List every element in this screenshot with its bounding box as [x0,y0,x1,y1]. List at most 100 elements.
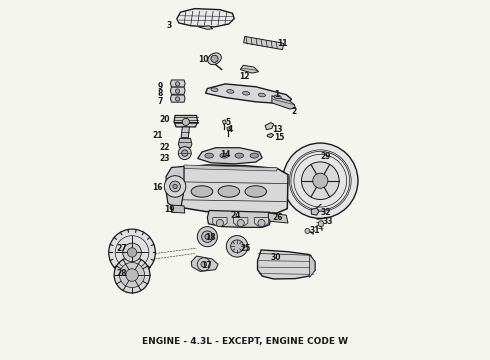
Circle shape [205,234,210,239]
Text: 22: 22 [159,143,170,152]
Polygon shape [191,256,218,271]
Text: 19: 19 [165,205,175,214]
Text: 3: 3 [166,21,172,30]
Text: 18: 18 [205,233,216,242]
Ellipse shape [218,186,240,197]
Polygon shape [240,65,259,73]
Text: ENGINE - 4.3L - EXCEPT, ENGINE CODE W: ENGINE - 4.3L - EXCEPT, ENGINE CODE W [142,337,348,346]
Polygon shape [171,95,185,102]
Polygon shape [166,166,184,208]
Ellipse shape [191,186,213,197]
Text: 27: 27 [116,244,126,253]
Polygon shape [310,255,315,278]
Circle shape [226,235,248,257]
Circle shape [305,228,310,233]
Text: 33: 33 [322,217,333,226]
Polygon shape [265,123,274,130]
Polygon shape [174,116,197,127]
Text: 16: 16 [152,183,163,192]
Text: 1: 1 [274,90,279,99]
Polygon shape [198,26,213,30]
Polygon shape [171,87,185,94]
Text: 26: 26 [272,213,282,222]
Circle shape [122,243,141,262]
Ellipse shape [227,90,234,93]
Circle shape [231,240,244,253]
Circle shape [181,150,188,156]
Circle shape [313,173,328,188]
Polygon shape [205,84,292,104]
Polygon shape [176,165,288,213]
Text: 29: 29 [320,152,331,161]
Ellipse shape [250,153,259,158]
Ellipse shape [220,153,228,158]
Circle shape [301,162,339,199]
Text: 7: 7 [157,97,163,106]
Text: 28: 28 [116,269,126,278]
Circle shape [283,143,358,219]
Circle shape [175,89,180,93]
Polygon shape [181,127,190,138]
Circle shape [173,184,177,189]
Text: 24: 24 [231,211,241,220]
Polygon shape [213,218,227,226]
Polygon shape [267,134,274,138]
Polygon shape [178,138,192,148]
Polygon shape [171,80,185,87]
Polygon shape [234,218,248,226]
Text: 23: 23 [159,154,170,163]
Text: 30: 30 [270,253,281,262]
Polygon shape [183,165,277,171]
Polygon shape [227,127,231,131]
Circle shape [175,97,180,101]
Circle shape [109,229,155,276]
Polygon shape [269,213,288,223]
Ellipse shape [208,53,221,65]
Ellipse shape [205,153,214,158]
Circle shape [114,257,150,293]
Polygon shape [311,208,319,215]
Circle shape [216,220,223,226]
Polygon shape [197,148,262,164]
Ellipse shape [211,88,218,91]
Text: 21: 21 [152,131,163,140]
Text: 9: 9 [157,82,163,91]
Ellipse shape [274,95,281,99]
Ellipse shape [245,186,267,197]
Text: 14: 14 [220,150,230,159]
Text: 25: 25 [241,244,251,253]
Polygon shape [258,250,315,279]
Circle shape [197,226,218,247]
Circle shape [201,261,207,267]
Polygon shape [272,96,295,109]
Text: 4: 4 [228,125,233,134]
Text: 15: 15 [274,133,284,142]
Polygon shape [222,120,226,125]
Polygon shape [207,211,271,227]
Text: 13: 13 [272,125,282,134]
Bar [244,36,284,50]
Circle shape [164,176,186,197]
Circle shape [197,258,210,271]
Circle shape [211,55,218,62]
Ellipse shape [258,93,266,97]
Polygon shape [172,205,185,213]
Circle shape [178,147,191,159]
Circle shape [258,220,265,226]
Text: 5: 5 [225,118,230,127]
Circle shape [201,231,213,242]
Circle shape [318,221,324,226]
Text: 2: 2 [292,107,297,116]
Circle shape [170,181,180,192]
Text: 12: 12 [240,72,250,81]
Circle shape [182,118,190,126]
Circle shape [175,82,180,86]
Text: 20: 20 [159,114,170,123]
Text: 32: 32 [320,208,331,217]
Text: 8: 8 [157,89,163,98]
Text: 10: 10 [198,55,209,64]
Ellipse shape [243,91,249,95]
Circle shape [237,220,245,226]
Circle shape [120,262,145,288]
Polygon shape [177,9,234,27]
